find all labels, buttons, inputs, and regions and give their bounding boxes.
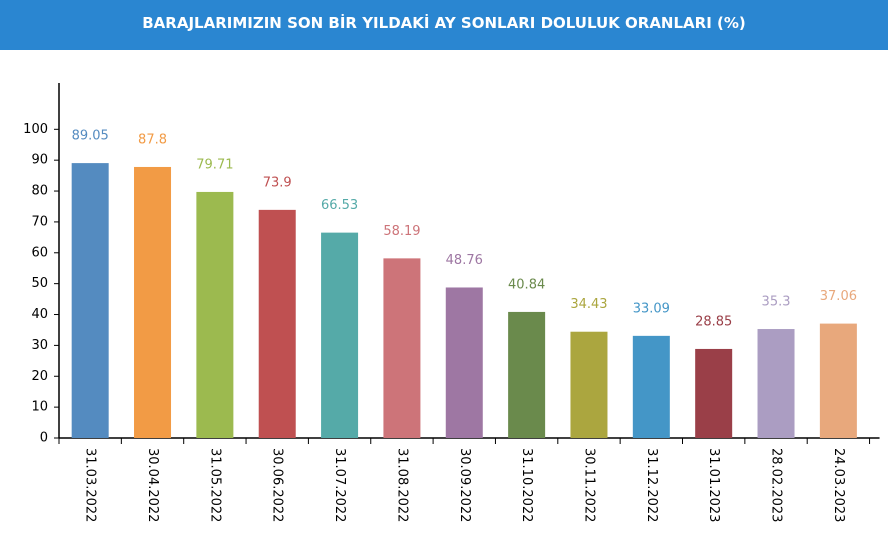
- value-label: 73.9: [263, 175, 292, 190]
- y-tick-label: 20: [31, 369, 48, 384]
- x-tick-label: 30.06.2022: [270, 448, 285, 522]
- x-tick-label: 31.08.2022: [394, 448, 409, 522]
- bar: [819, 323, 857, 438]
- value-label: 66.53: [321, 198, 358, 213]
- x-tick-label: 31.05.2022: [207, 448, 222, 522]
- x-tick-label: 30.11.2022: [581, 448, 596, 522]
- x-tick-label: 31.03.2022: [83, 448, 98, 522]
- x-tick-label: 30.09.2022: [457, 448, 472, 522]
- x-tick-label: 31.01.2023: [706, 448, 721, 522]
- y-tick-label: 0: [40, 431, 48, 446]
- chart: 0 10 20 30 40 50 60 70 80 90 100 31.03.2022 89.05 30.…: [23, 83, 880, 522]
- y-tick-label: 50: [31, 276, 48, 291]
- value-label: 34.43: [570, 297, 607, 312]
- bar: [71, 163, 109, 439]
- value-label: 79.71: [196, 157, 233, 172]
- y-tick-label: 10: [31, 400, 48, 415]
- bar: [695, 348, 733, 438]
- value-label: 48.76: [446, 253, 483, 268]
- value-label: 58.19: [383, 224, 420, 239]
- y-tick-label: 80: [31, 184, 48, 199]
- chart-title: BARAJLARIMIZIN SON BİR YILDAKİ AY SONLAR…: [0, 0, 888, 50]
- x-tick-label: 28.02.2023: [769, 448, 784, 522]
- x-tick-label: 31.10.2022: [519, 448, 534, 522]
- bar: [321, 232, 359, 438]
- x-tick-label: 30.04.2022: [145, 448, 160, 522]
- bar: [196, 191, 234, 438]
- bar: [383, 258, 421, 438]
- y-tick-label: 90: [31, 153, 48, 168]
- bar: [632, 335, 670, 438]
- value-label: 35.3: [762, 295, 791, 310]
- y-tick-label: 100: [23, 122, 48, 137]
- bar: [134, 166, 172, 438]
- y-tick-label: 70: [31, 214, 48, 229]
- x-tick-label: 31.07.2022: [332, 448, 347, 522]
- y-tick-label: 60: [31, 245, 48, 260]
- bar: [570, 331, 608, 438]
- y-tick-label: 40: [31, 307, 48, 322]
- bar: [258, 209, 296, 438]
- y-tick-label: 30: [31, 338, 48, 353]
- x-tick-label: 24.03.2023: [831, 448, 846, 522]
- bar: [757, 329, 795, 438]
- value-label: 28.85: [695, 314, 732, 329]
- value-label: 89.05: [72, 129, 109, 144]
- value-label: 33.09: [633, 301, 670, 316]
- x-tick-label: 31.12.2022: [644, 448, 659, 522]
- value-label: 40.84: [508, 277, 545, 292]
- bar: [508, 311, 546, 438]
- value-label: 87.8: [138, 132, 167, 147]
- value-label: 37.06: [820, 289, 857, 304]
- bar: [445, 287, 483, 438]
